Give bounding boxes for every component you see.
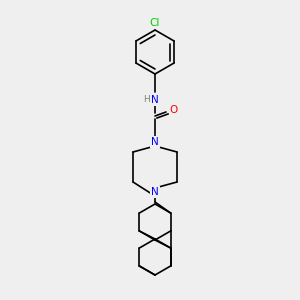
Text: N: N xyxy=(151,137,159,147)
Text: N: N xyxy=(151,187,159,197)
Text: N: N xyxy=(151,95,159,105)
Text: O: O xyxy=(170,105,178,115)
Text: H: H xyxy=(142,94,149,103)
Text: Cl: Cl xyxy=(150,18,160,28)
